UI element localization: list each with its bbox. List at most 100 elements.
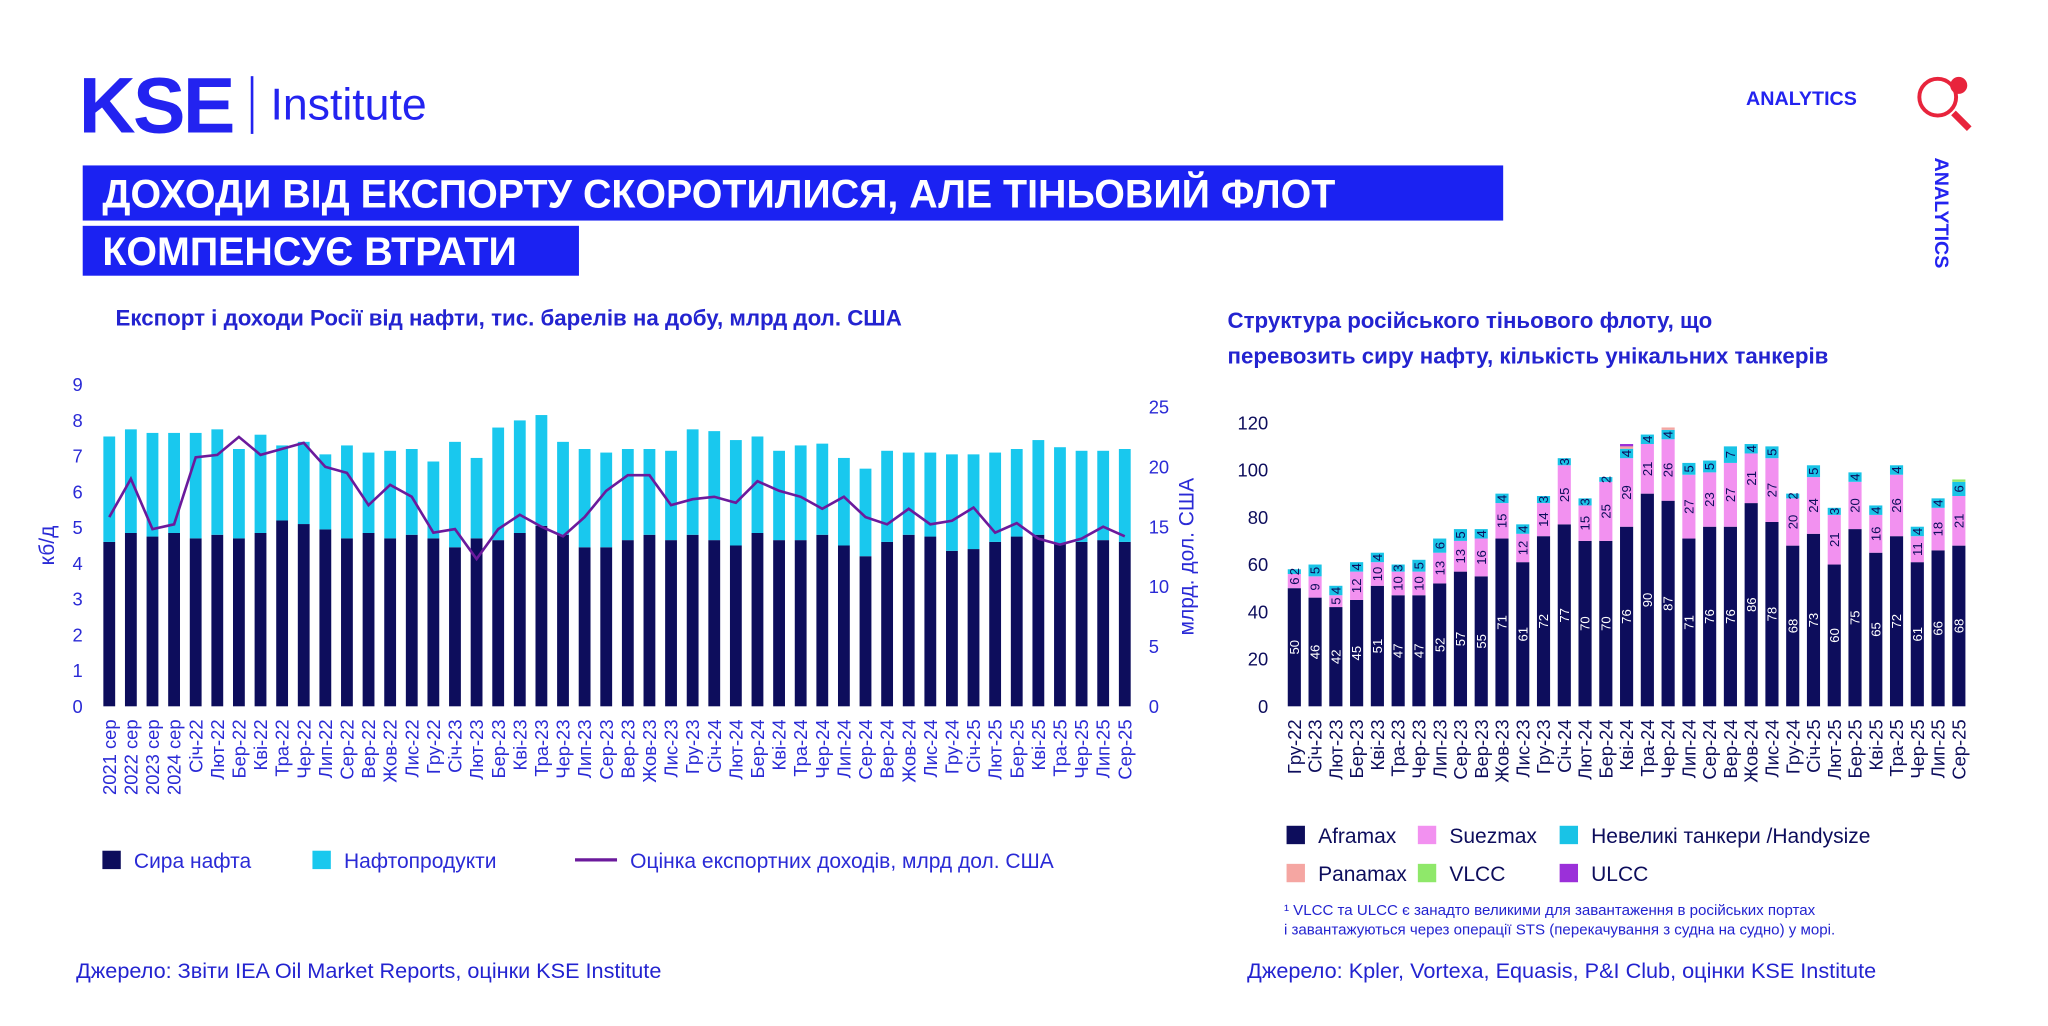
- x-tick-label: Бер-25: [1845, 719, 1866, 778]
- bar-segment: [1889, 536, 1904, 707]
- bar-segment: [1433, 583, 1447, 707]
- bar-segment: [1723, 462, 1737, 527]
- x-tick-label: Вер-23: [1471, 719, 1492, 778]
- bar-segment: [1097, 540, 1110, 707]
- x-tick-label: Бер-23: [1346, 719, 1367, 778]
- bar-segment: [1640, 444, 1654, 494]
- data-label: 10: [1370, 567, 1385, 582]
- chart-title: Експорт і доходи Росії від нафти, тис. б…: [116, 306, 902, 331]
- x-tick-label: Січ-23: [445, 719, 466, 772]
- data-label: 46: [1308, 645, 1323, 660]
- bar-segment: [1495, 538, 1509, 707]
- data-label: 4: [1640, 436, 1655, 443]
- legend-swatch: [1417, 863, 1437, 883]
- bar-segment: [1453, 540, 1468, 572]
- bar-segment: [600, 452, 613, 548]
- bar-segment: [1848, 529, 1862, 707]
- y-tick-label: 80: [1248, 507, 1268, 528]
- y2-axis-title: млрд. дол. США: [1175, 478, 1198, 636]
- data-label: 29: [1619, 485, 1634, 500]
- bar-segment: [967, 549, 980, 707]
- data-label: 68: [1951, 619, 1966, 634]
- data-label: 68: [1785, 619, 1800, 634]
- bar-segment: [470, 538, 483, 707]
- bar-segment: [1370, 562, 1384, 586]
- legend-swatch: [1286, 863, 1305, 883]
- x-tick-label: Вер-24: [877, 719, 898, 778]
- bar-segment: [578, 449, 591, 548]
- bar-segment: [837, 457, 850, 546]
- bar-segment: [1329, 607, 1343, 707]
- bar-segment: [1703, 526, 1717, 707]
- x-tick-label: Лип-24: [1678, 719, 1699, 778]
- legend-label: Aframax: [1318, 825, 1397, 848]
- bar-segment: [1516, 524, 1530, 534]
- data-label: 65: [1868, 622, 1883, 637]
- bar-segment: [1433, 552, 1447, 584]
- data-label: 6: [1432, 542, 1447, 549]
- data-label: 20: [1785, 515, 1800, 530]
- y-tick-label: 5: [72, 517, 82, 538]
- data-label: 51: [1370, 639, 1385, 654]
- x-tick-label: Жов-23: [1492, 719, 1513, 782]
- source: Джерело: Kpler, Vortexa, Equasis, P&I Cl…: [1247, 958, 1876, 983]
- y2-tick-label: 15: [1149, 516, 1169, 537]
- bar-segment: [621, 449, 634, 541]
- legend-swatch: [312, 850, 331, 870]
- bar-segment: [946, 454, 958, 551]
- bar-segment: [211, 429, 224, 535]
- data-label: 12: [1349, 578, 1364, 593]
- legend-label: Сира нафта: [134, 850, 252, 873]
- bar-segment: [405, 449, 418, 535]
- bar-segment: [146, 536, 159, 707]
- x-tick-label: Лип-23: [1429, 719, 1450, 778]
- x-tick-label: 2022 сер: [120, 719, 141, 795]
- logo-sub: Institute: [270, 80, 426, 129]
- data-label: 27: [1765, 483, 1780, 498]
- data-label: 55: [1474, 634, 1489, 649]
- bar-segment: [859, 468, 872, 557]
- bar-segment: [470, 457, 483, 539]
- chart-title: перевозить сиру нафту, кількість унікаль…: [1227, 344, 1828, 369]
- data-label: 61: [1910, 627, 1925, 642]
- bar-segment: [1578, 540, 1592, 707]
- data-label: 3: [1391, 564, 1406, 571]
- bar-segment: [232, 538, 245, 707]
- data-label: 4: [1328, 587, 1343, 594]
- bar-segment: [1952, 545, 1966, 707]
- x-tick-label: Гру-22: [1284, 719, 1305, 774]
- x-tick-label: Жов-24: [1741, 719, 1762, 782]
- bar-segment: [1557, 458, 1571, 466]
- x-tick-label: Кві-23: [1367, 719, 1388, 770]
- x-tick-label: Кві-22: [250, 719, 271, 770]
- bar-segment: [1931, 507, 1945, 551]
- bar-segment: [1661, 439, 1675, 501]
- bar-segment: [1075, 541, 1088, 707]
- x-tick-label: Лип-22: [315, 719, 336, 778]
- data-label: 27: [1723, 488, 1738, 503]
- data-label: 73: [1806, 613, 1821, 628]
- bar-segment: [600, 547, 613, 707]
- x-tick-label: Бер-24: [1595, 719, 1616, 778]
- y2-tick-label: 10: [1149, 576, 1169, 597]
- bar-segment: [643, 534, 656, 707]
- bar-segment: [168, 532, 180, 707]
- y-tick-label: 60: [1248, 554, 1268, 575]
- bar-segment: [686, 534, 699, 707]
- data-label: 3: [1578, 498, 1593, 505]
- x-tick-label: Лис-24: [920, 719, 941, 777]
- bar-segment: [578, 547, 591, 707]
- y-tick-label: 0: [1258, 696, 1268, 717]
- bar-segment: [729, 545, 742, 707]
- bar-segment: [1952, 495, 1966, 546]
- y-tick-label: 1: [72, 660, 82, 681]
- bar-segment: [1599, 540, 1613, 707]
- bar-segment: [1350, 599, 1364, 707]
- bar-segment: [1827, 514, 1841, 565]
- x-tick-label: Жов-22: [380, 719, 401, 782]
- bar-segment: [254, 532, 267, 707]
- bar-segment: [103, 436, 116, 542]
- data-label: 4: [1744, 445, 1759, 452]
- data-label: 77: [1557, 608, 1572, 623]
